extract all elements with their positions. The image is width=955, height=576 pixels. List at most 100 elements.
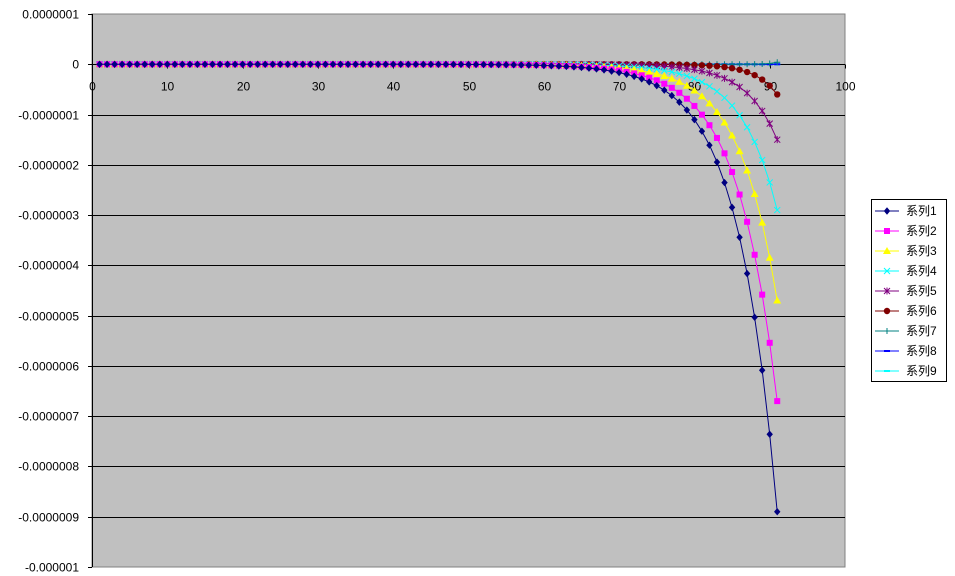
data-point [883,267,891,275]
data-point [713,63,721,70]
x-tick-label: 80 [688,80,702,94]
data-point [660,72,669,80]
data-point [751,71,758,79]
data-point [721,150,728,157]
data-point [765,253,774,261]
data-point [773,296,782,304]
x-tick-label: 60 [538,80,552,94]
data-point [261,60,269,68]
data-point [133,60,141,68]
data-point [269,60,276,68]
data-point [758,366,766,374]
data-point [420,60,427,69]
x-tick-label: 50 [463,80,477,94]
data-point [661,80,668,87]
data-point [728,64,736,72]
data-point [728,78,736,86]
legend-item: 系列6 [875,304,937,318]
data-point [668,84,675,91]
data-point [698,67,706,75]
data-point [691,102,698,109]
x-tick-label: 40 [387,80,401,94]
legend-item: 系列4 [875,264,937,278]
data-point [743,89,751,97]
y-tick-label: -0.0000004 [18,259,79,273]
data-point [246,60,254,68]
y-tick-label: -0.0000007 [18,410,79,424]
data-point [510,61,517,69]
data-point [683,95,690,102]
data-point [744,218,751,225]
data-point [883,247,891,254]
data-point [502,61,510,69]
data-point [736,111,743,119]
data-point [743,269,751,278]
data-point [729,168,736,175]
data-point [774,59,781,66]
y-tick-label: 0 [72,58,79,72]
data-point [329,60,337,68]
data-point [299,60,307,68]
data-point [728,203,736,212]
data-point [698,62,706,69]
data-point [668,91,676,100]
data-point [652,69,661,77]
data-point [480,60,487,69]
data-point [720,118,729,126]
series-系列1 [96,60,781,516]
data-point [884,328,890,334]
data-point [352,60,359,68]
data-point [254,60,261,68]
data-point [570,63,578,71]
data-point [758,76,766,83]
legend-item: 系列9 [875,364,937,378]
data-point [646,78,653,86]
data-point [883,207,891,215]
x-tick-label: 20 [237,80,251,94]
data-point [766,120,774,128]
legend-label: 系列3 [906,244,937,258]
data-point [307,60,314,68]
data-point [390,60,397,69]
data-point [435,60,442,69]
data-point [883,287,891,295]
data-point [637,66,646,74]
data-point [653,65,661,73]
y-axis: 0.0000001 0 -0.0000001 -0.0000002 -0.0000003… [18,8,93,575]
data-point [675,70,683,78]
x-tick-label: 70 [613,80,627,94]
data-point [239,60,246,68]
data-point [450,60,457,69]
data-point [201,60,209,68]
data-point [382,60,389,68]
data-point [277,60,284,68]
data-point [292,60,299,68]
y-tick-label: -0.0000002 [18,159,79,173]
data-point [683,106,691,114]
data-point [706,69,713,77]
data-point [691,61,698,69]
data-point [675,64,683,72]
data-point [751,97,758,105]
data-point [713,88,721,95]
data-point [750,189,759,197]
data-point [698,111,705,118]
data-point [141,60,148,68]
y-tick-label: 0.0000001 [22,8,79,22]
data-point [712,107,721,115]
gridlines [92,115,845,518]
data-point [322,60,329,68]
data-point [736,233,743,242]
data-point [736,191,743,198]
data-point [661,86,668,94]
legend-label: 系列1 [906,204,937,218]
data-point [705,99,714,107]
data-point [149,60,156,68]
data-point [186,60,194,68]
data-point [630,72,638,81]
data-point [359,60,367,68]
data-point [96,60,103,68]
data-point [766,60,773,67]
x-tick-label: 30 [312,80,326,94]
data-point [706,62,713,69]
